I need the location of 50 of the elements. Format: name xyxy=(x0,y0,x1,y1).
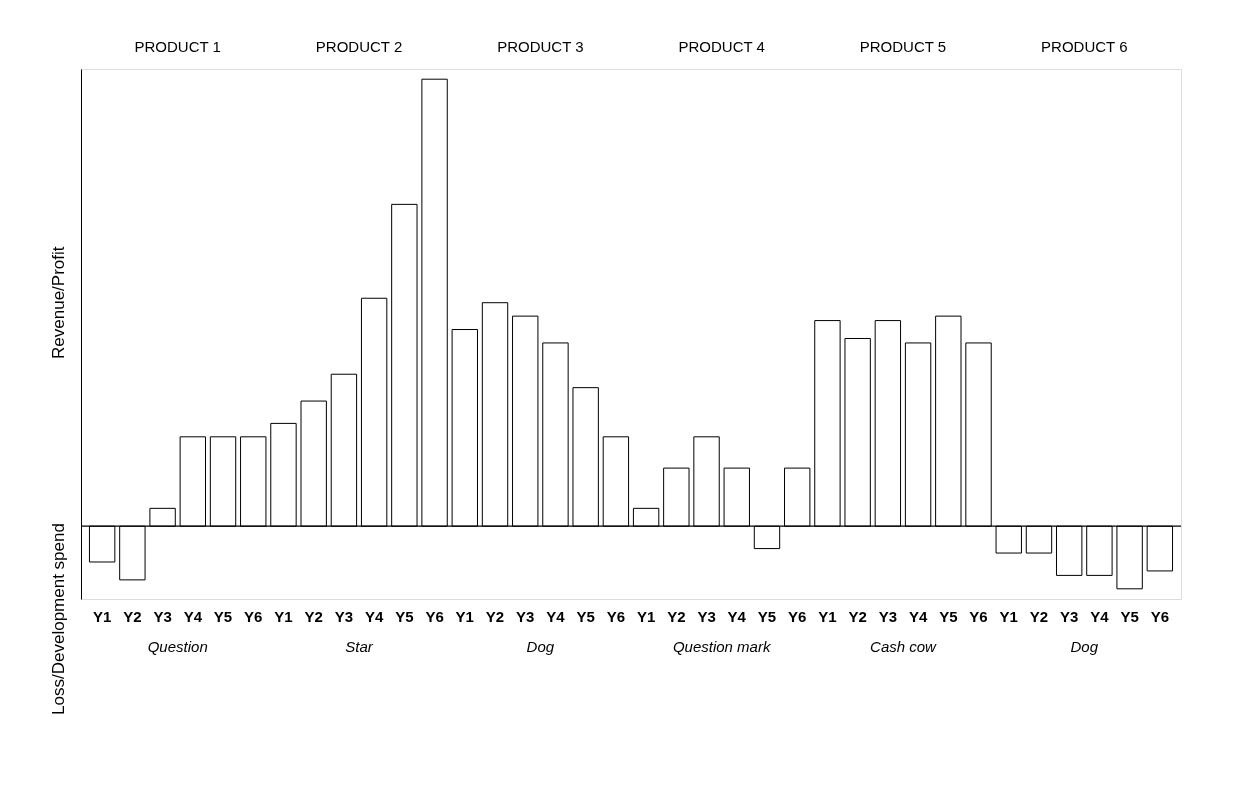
x-tick-label: Y1 xyxy=(455,608,474,625)
x-tick-label: Y3 xyxy=(1060,608,1079,625)
text: Star xyxy=(345,638,374,655)
x-tick-label: Y4 xyxy=(1090,608,1110,625)
x-tick-label: Y2 xyxy=(304,608,323,625)
x-tick-label: Y5 xyxy=(395,608,414,625)
x-tick-label: Y2 xyxy=(1029,608,1049,625)
text: Cash cow xyxy=(870,638,938,655)
x-tick-label: Y3 xyxy=(516,608,535,625)
text: PRODUCT 3 xyxy=(497,38,584,55)
x-tick-label: Y2 xyxy=(848,608,867,625)
x-tick-label: Y2 xyxy=(485,608,505,625)
text: PRODUCT 2 xyxy=(315,38,403,55)
x-tick-label: Y3 xyxy=(153,608,172,625)
x-tick-label: Y2 xyxy=(667,608,686,625)
x-tick-label: Y3 xyxy=(697,608,716,625)
text: PRODUCT 6 xyxy=(1041,38,1128,55)
x-tick-label: Y4 xyxy=(364,608,384,625)
x-tick-label: Y4 xyxy=(727,608,747,625)
x-tick-label: Y6 xyxy=(244,608,263,625)
x-tick-label: Y5 xyxy=(576,608,595,625)
x-tick-label: Y1 xyxy=(818,608,837,625)
x-tick-label: Y4 xyxy=(908,608,928,625)
text: Loss/Development spend xyxy=(49,523,68,715)
x-tick-label: Y1 xyxy=(274,608,293,625)
y-axis-title: Revenue/Profit xyxy=(49,246,68,359)
x-tick-label: Y6 xyxy=(606,608,626,625)
x-tick-label: Y6 xyxy=(1150,608,1170,625)
text: PRODUCT 5 xyxy=(859,38,947,55)
x-tick-label: Y6 xyxy=(425,608,444,625)
text: Question xyxy=(147,638,208,655)
x-tick-label: Y4 xyxy=(546,608,566,625)
x-tick-label: Y5 xyxy=(939,608,958,625)
text: Dog xyxy=(526,638,555,655)
x-tick-label: Y1 xyxy=(92,608,112,625)
text: PRODUCT 4 xyxy=(678,38,765,55)
x-tick-label: Y6 xyxy=(788,608,807,625)
x-tick-label: Y5 xyxy=(1120,608,1139,625)
text: Dog xyxy=(1070,638,1099,655)
x-tick-label: Y3 xyxy=(334,608,354,625)
text: PRODUCT 1 xyxy=(134,38,221,55)
x-tick-label: Y1 xyxy=(636,608,656,625)
x-tick-label: Y2 xyxy=(123,608,142,625)
x-tick-label: Y4 xyxy=(183,608,203,625)
x-tick-label: Y1 xyxy=(999,608,1018,625)
x-tick-label: Y5 xyxy=(757,608,777,625)
x-tick-label: Y5 xyxy=(213,608,233,625)
x-tick-label: Y6 xyxy=(969,608,988,625)
text: Question mark xyxy=(672,638,772,655)
x-tick-label: Y3 xyxy=(878,608,898,625)
